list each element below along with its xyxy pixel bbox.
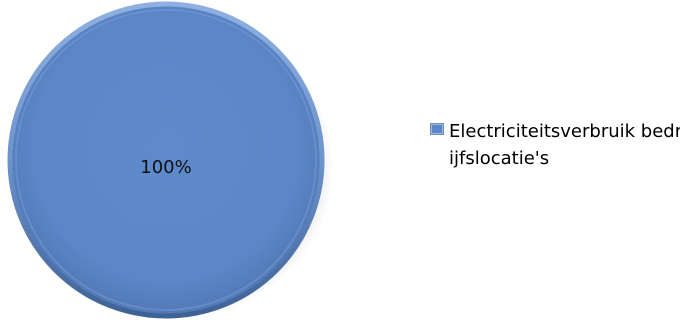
- legend-label: Electriciteitsverbruik bedrijfslocatie's: [449, 121, 680, 169]
- legend: Electriciteitsverbruik bedrijfslocatie's: [430, 118, 680, 172]
- pie-slices: [7, 1, 325, 319]
- slice-data-label: 100%: [140, 157, 191, 178]
- pie-slice-bevel: [15, 9, 317, 311]
- legend-swatch: [430, 123, 444, 135]
- pie-slice: [7, 1, 325, 319]
